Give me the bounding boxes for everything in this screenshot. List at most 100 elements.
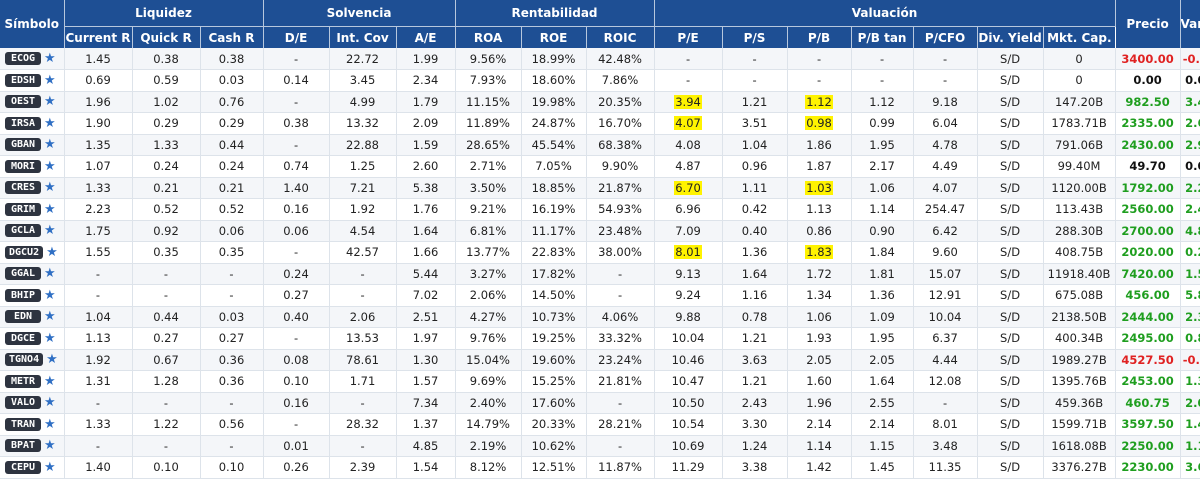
star-icon[interactable]: ★ [44, 416, 56, 432]
ticker-badge[interactable]: GRIM [5, 202, 41, 216]
star-icon[interactable]: ★ [44, 330, 56, 346]
star-icon[interactable]: ★ [44, 72, 56, 88]
table-row[interactable]: IRSA ★ 1.90 0.29 0.29 0.38 13.32 2.09 11.89% 24.8… [0, 112, 1200, 135]
table-row[interactable]: MORI ★ 1.07 0.24 0.24 0.74 1.25 2.60 2.71% 7.05% 9… [0, 155, 1200, 178]
cell-roa: 9.21% [455, 198, 522, 221]
star-icon[interactable]: ★ [44, 180, 56, 196]
star-icon[interactable]: ★ [44, 137, 56, 153]
header-col-roe[interactable]: ROE [521, 26, 587, 48]
price-cell: 2430.00 [1115, 134, 1181, 156]
column-header-row: Current R Quick R Cash R D/E Int. Cov A/E ROA R… [0, 26, 1200, 48]
header-col-cash-r[interactable]: Cash R [200, 26, 264, 48]
change-cell: -0.77% [1180, 349, 1200, 371]
ticker-badge[interactable]: TRAN [5, 417, 41, 431]
cell-p-b-tan: - [851, 48, 914, 70]
cell-p-b: 0.86 [787, 220, 852, 242]
star-icon[interactable]: ★ [44, 158, 56, 174]
symbol-cell: BHIP ★ [0, 284, 65, 307]
table-row[interactable]: TGNO4 ★ 1.92 0.67 0.36 0.08 78.61 1.30 15.04% 19.… [0, 349, 1200, 371]
table-row[interactable]: EDSH ★ 0.69 0.59 0.03 0.14 3.45 2.34 7.93% 18.60%… [0, 69, 1200, 92]
table-row[interactable]: CEPU ★ 1.40 0.10 0.10 0.26 2.39 1.54 8.12% 12.51%… [0, 456, 1200, 479]
header-col-p-s[interactable]: P/S [722, 26, 788, 48]
star-icon[interactable]: ★ [44, 201, 56, 217]
ticker-badge[interactable]: IRSA [5, 116, 41, 130]
table-row[interactable]: OEST ★ 1.96 1.02 0.76-4.99 1.79 11.15% 19.98% 20… [0, 91, 1200, 113]
star-icon[interactable]: ★ [44, 395, 56, 411]
cell-p-cfo: 12.91 [913, 284, 978, 307]
header-col-int-cov[interactable]: Int. Cov [329, 26, 397, 48]
table-row[interactable]: TRAN ★ 1.33 1.22 0.56-28.32 1.37 14.79% 20.33% 2… [0, 413, 1200, 436]
star-icon[interactable]: ★ [44, 94, 56, 110]
table-row[interactable]: GRIM ★ 2.23 0.52 0.52 0.16 1.92 1.76 9.21% 16.19%… [0, 198, 1200, 221]
cell-mkt-cap: 791.06B [1043, 134, 1116, 156]
star-icon[interactable]: ★ [44, 51, 56, 66]
header-col-a-e[interactable]: A/E [396, 26, 456, 48]
table-row[interactable]: ECOG ★ 1.45 0.38 0.38-22.72 1.99 9.56% 18.99% 42… [0, 48, 1200, 70]
star-icon[interactable]: ★ [46, 244, 58, 260]
table-row[interactable]: EDN ★ 1.04 0.44 0.03 0.40 2.06 2.51 4.27% 10.73% 4… [0, 306, 1200, 328]
cell-d-e: 0.16 [263, 198, 330, 221]
cell-p-e: 9.88 [654, 306, 723, 328]
cell-p-e: 4.07 [654, 112, 723, 135]
table-row[interactable]: DGCE ★ 1.13 0.27 0.27-13.53 1.97 9.76% 19.25% 33… [0, 327, 1200, 350]
table-row[interactable]: METR ★ 1.31 1.28 0.36 0.10 1.71 1.57 9.69% 15.25%… [0, 370, 1200, 393]
cell-mkt-cap: 1120.00B [1043, 177, 1116, 199]
cell-a-e: 1.59 [396, 134, 456, 156]
header-col-p-cfo[interactable]: P/CFO [913, 26, 978, 48]
ticker-badge[interactable]: DGCE [5, 331, 41, 345]
change-cell: 2.28% [1180, 177, 1200, 199]
cell-div-yield: S/D [977, 327, 1044, 350]
cell-p-e: 4.08 [654, 134, 723, 156]
ticker-badge[interactable]: BHIP [5, 288, 41, 302]
cell-int-cov: 13.32 [329, 112, 397, 135]
ticker-badge[interactable]: EDSH [5, 73, 41, 87]
header-col-roa[interactable]: ROA [455, 26, 522, 48]
header-col-roic[interactable]: ROIC [586, 26, 655, 48]
table-row[interactable]: BHIP ★ - - -0.27-7.02 2.06% 14.50% -9.24 1.16 1.3… [0, 284, 1200, 307]
cell-roa: 2.71% [455, 155, 522, 178]
ticker-badge[interactable]: OEST [5, 95, 41, 109]
table-row[interactable]: DGCU2 ★ 1.55 0.35 0.35-42.57 1.66 13.77% 22.83%… [0, 241, 1200, 264]
header-col-quick-r[interactable]: Quick R [132, 26, 201, 48]
header-col-p-e[interactable]: P/E [654, 26, 723, 48]
ticker-badge[interactable]: EDN [5, 310, 41, 324]
cell-p-b: 1.06 [787, 306, 852, 328]
ticker-badge[interactable]: CEPU [5, 460, 41, 474]
star-icon[interactable]: ★ [44, 287, 56, 303]
ticker-badge[interactable]: DGCU2 [5, 245, 44, 259]
ticker-badge[interactable]: CRES [5, 181, 41, 195]
table-row[interactable]: BPAT ★ - - -0.01-4.85 2.19% 10.62% -10.69 1.24 1.… [0, 435, 1200, 457]
ticker-badge[interactable]: ECOG [5, 52, 41, 65]
table-row[interactable]: GGAL ★ - - -0.24-5.44 3.27% 17.82% -9.13 1.64 1.7… [0, 263, 1200, 285]
cell-cash-r: - [200, 284, 264, 307]
header-col-p-b[interactable]: P/B [787, 26, 852, 48]
table-row[interactable]: VALO ★ - - -0.16-7.34 2.40% 17.60% -10.50 2.43 1.… [0, 392, 1200, 414]
ticker-badge[interactable]: GCLA [5, 224, 41, 238]
ticker-badge[interactable]: VALO [5, 396, 41, 410]
star-icon[interactable]: ★ [44, 115, 56, 131]
cell-p-b: 0.98 [787, 112, 852, 135]
header-col-current-r[interactable]: Current R [64, 26, 133, 48]
star-icon[interactable]: ★ [44, 373, 56, 389]
star-icon[interactable]: ★ [46, 352, 58, 368]
cell-mkt-cap: 459.36B [1043, 392, 1116, 414]
ticker-badge[interactable]: METR [5, 374, 41, 388]
ticker-badge[interactable]: MORI [5, 159, 41, 173]
header-col-d-e[interactable]: D/E [263, 26, 330, 48]
header-col-p-b-tan[interactable]: P/B tan [851, 26, 914, 48]
ticker-badge[interactable]: BPAT [5, 439, 41, 453]
table-row[interactable]: GCLA ★ 1.75 0.92 0.06 0.06 4.54 1.64 6.81% 11.17%… [0, 220, 1200, 242]
star-icon[interactable]: ★ [44, 309, 56, 325]
header-col-div-yield[interactable]: Div. Yield [977, 26, 1044, 48]
ticker-badge[interactable]: GBAN [5, 138, 41, 152]
table-row[interactable]: GBAN ★ 1.35 1.33 0.44-22.88 1.59 28.65% 45.54% 6… [0, 134, 1200, 156]
star-icon[interactable]: ★ [44, 459, 56, 475]
cell-a-e: 5.38 [396, 177, 456, 199]
star-icon[interactable]: ★ [44, 266, 56, 282]
ticker-badge[interactable]: TGNO4 [5, 353, 44, 367]
header-col-mkt-cap[interactable]: Mkt. Cap. [1043, 26, 1116, 48]
star-icon[interactable]: ★ [44, 223, 56, 239]
table-row[interactable]: CRES ★ 1.33 0.21 0.21 1.40 7.21 5.38 3.50% 18.85%… [0, 177, 1200, 199]
star-icon[interactable]: ★ [44, 438, 56, 454]
ticker-badge[interactable]: GGAL [5, 267, 41, 281]
